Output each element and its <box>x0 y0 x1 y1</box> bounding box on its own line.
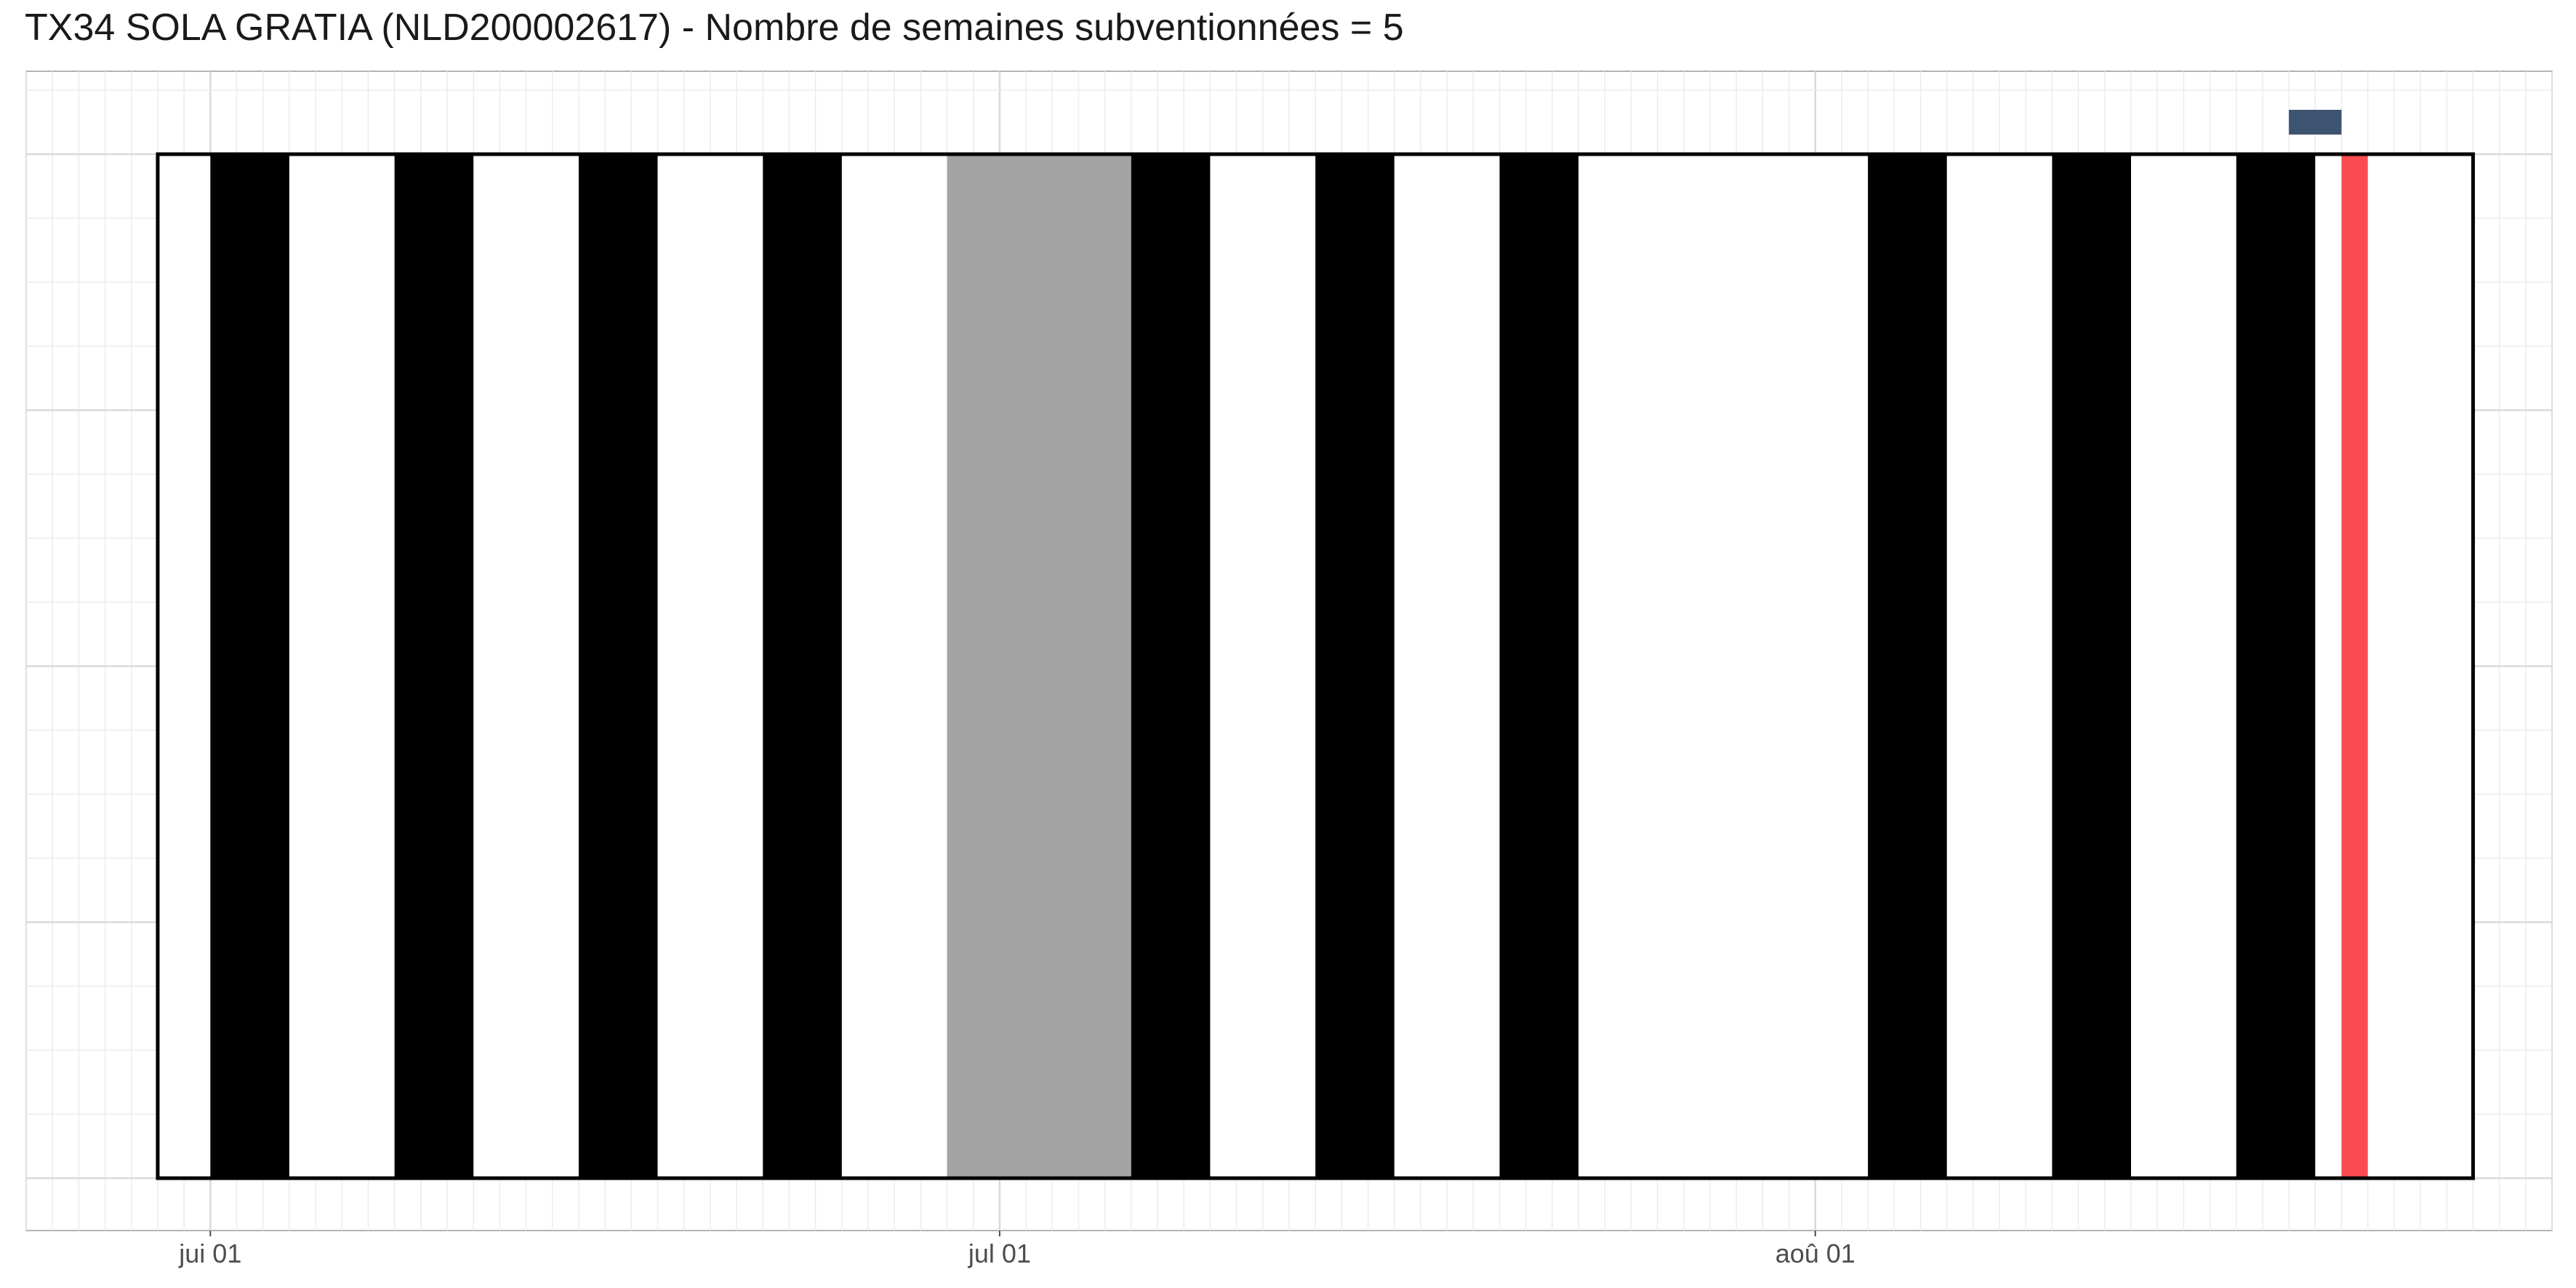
x-tick-label: jui 01 <box>178 1239 241 1268</box>
weekend-bar <box>2236 154 2316 1178</box>
x-axis-ticks: jui 01 jul 01 aoû 01 <box>178 1231 1855 1268</box>
frame-layer <box>156 152 2475 1180</box>
grey-bar <box>947 154 1158 1178</box>
weekend-bar <box>1868 154 1947 1178</box>
bars-layer <box>157 110 2473 1178</box>
x-tick-label: jul 01 <box>968 1239 1031 1268</box>
weekend-bar <box>578 154 658 1178</box>
marker-bar <box>2289 110 2342 135</box>
x-tick-label: aoû 01 <box>1775 1239 1855 1268</box>
weekend-bar <box>1131 154 1211 1178</box>
weekend-bar <box>394 154 474 1178</box>
period-frame <box>156 152 2475 1180</box>
chart-title: TX34 SOLA GRATIA (NLD200002617) - Nombre… <box>25 7 1404 49</box>
weekend-bar <box>210 154 289 1178</box>
red-bar <box>2341 154 2368 1178</box>
weekend-bar <box>763 154 842 1178</box>
weekend-bar <box>1499 154 1579 1178</box>
weekend-bar <box>2052 154 2131 1178</box>
weekend-bar <box>1315 154 1395 1178</box>
